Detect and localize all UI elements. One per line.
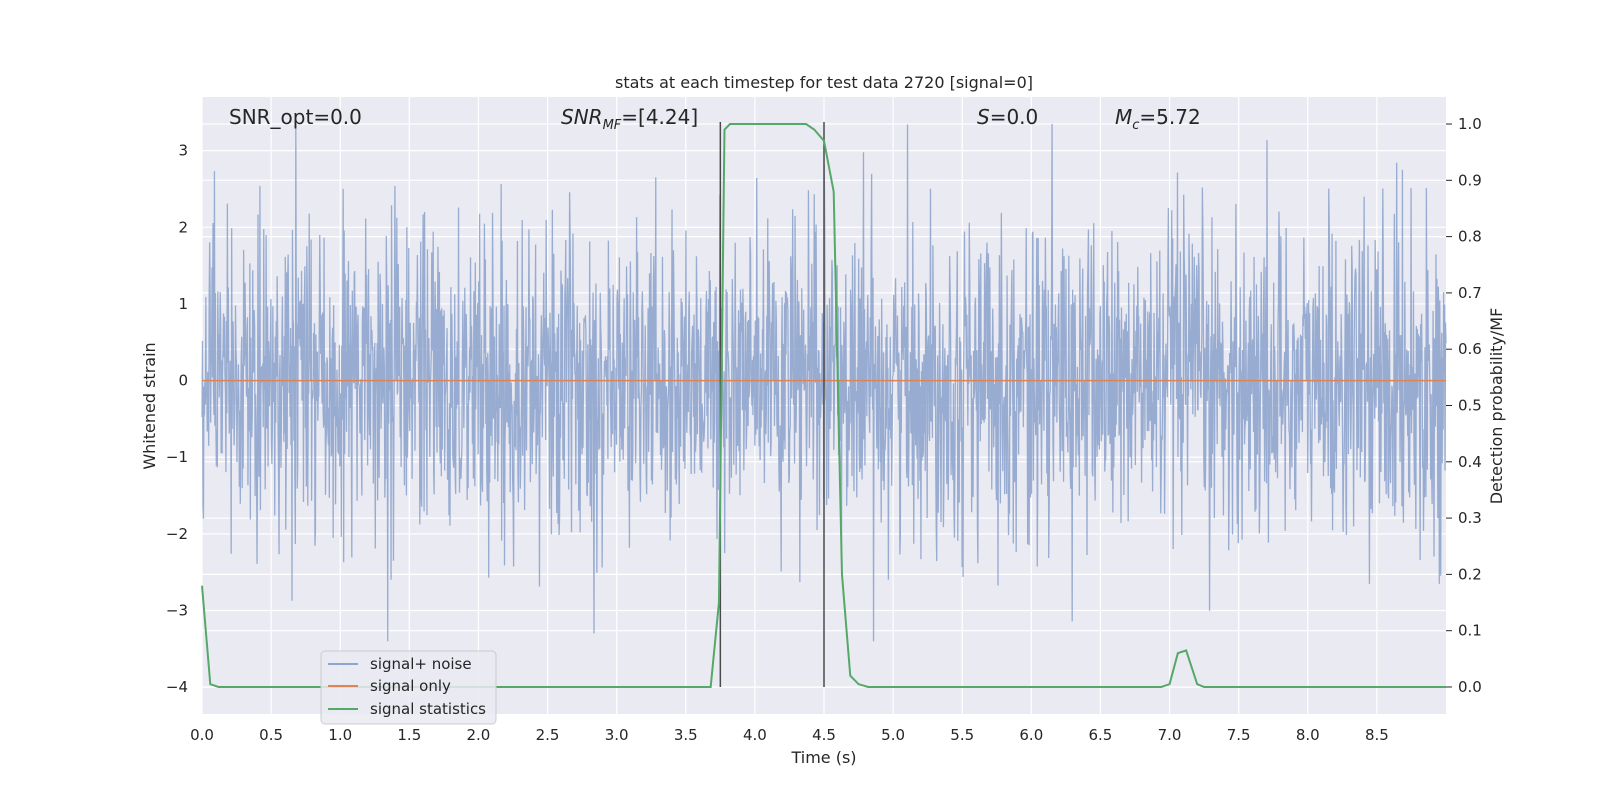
y-axis-left-ticks: 3 2 1 0 −1 −2 −3 −4 (166, 142, 188, 697)
y-axis-right-ticks: 1.0 0.9 0.8 0.7 0.6 0.5 0.4 0.3 0.2 0.1 0.0 (1446, 115, 1482, 696)
legend-label-signal-noise: signal+ noise (370, 655, 472, 673)
chart-title: stats at each timestep for test data 272… (615, 73, 1033, 92)
legend: signal+ noise signal only signal statist… (320, 650, 497, 725)
x-tick-label: 3.5 (674, 726, 698, 744)
x-tick-label: 2.5 (536, 726, 560, 744)
y-tick-label: 1 (178, 295, 188, 313)
x-tick-label: 6.0 (1019, 726, 1043, 744)
y-tick-label: −1 (166, 448, 188, 466)
x-tick-label: 2.0 (467, 726, 491, 744)
y-tick-label: 2 (178, 218, 188, 236)
annotation-s-value: =0.0 (990, 105, 1039, 129)
y-right-tick-label: 0.8 (1458, 228, 1482, 246)
x-axis-label: Time (s) (790, 748, 856, 767)
x-tick-label: 6.5 (1089, 726, 1113, 744)
x-tick-label: 1.5 (397, 726, 421, 744)
legend-label-signal-statistics: signal statistics (370, 700, 486, 718)
x-tick-label: 3.0 (605, 726, 629, 744)
y-right-tick-label: 0.5 (1458, 397, 1482, 415)
x-tick-label: 8.5 (1365, 726, 1389, 744)
y-right-tick-label: 0.3 (1458, 509, 1482, 527)
annotation-snr-mf-value: =[4.24] (621, 105, 698, 129)
annotation-snr-mf: SNRMF=[4.24] (561, 105, 698, 133)
x-tick-label: 8.0 (1296, 726, 1320, 744)
annotation-s-main: S (977, 105, 990, 129)
x-tick-label: 4.0 (743, 726, 767, 744)
annotation-s: S=0.0 (977, 105, 1038, 129)
x-axis-ticks: 0.0 0.5 1.0 1.5 2.0 2.5 3.0 3.5 4.0 4.5 5.0 5.5 6.0 6… (190, 726, 1389, 744)
legend-box (320, 650, 497, 725)
annotation-mc: Mc=5.72 (1115, 105, 1201, 133)
y-right-tick-label: 0.2 (1458, 565, 1482, 583)
annotation-snr-opt: SNR_opt=0.0 (229, 105, 362, 129)
y-right-tick-label: 0.1 (1458, 622, 1482, 640)
y-axis-right-label: Detection probability/MF (1487, 308, 1506, 505)
line-signal-statistics (201, 123, 1446, 688)
x-tick-label: 4.5 (812, 726, 836, 744)
x-tick-label: 1.0 (328, 726, 352, 744)
y-right-tick-label: 0.9 (1458, 171, 1482, 189)
x-tick-label: 5.0 (881, 726, 905, 744)
y-tick-label: −4 (166, 678, 188, 696)
x-tick-label: 0.5 (259, 726, 283, 744)
y-tick-label: 3 (178, 142, 188, 160)
y-right-tick-label: 0.0 (1458, 678, 1482, 696)
x-tick-label: 7.0 (1158, 726, 1182, 744)
x-tick-label: 7.5 (1227, 726, 1251, 744)
annotation-mc-main: M (1115, 105, 1132, 129)
y-right-tick-label: 1.0 (1458, 115, 1482, 133)
annotation-snr-mf-main: SNR (561, 105, 603, 129)
annotation-snr-mf-sub: MF (603, 118, 622, 133)
y-axis-label: Whitened strain (140, 342, 159, 469)
annotation-mc-value: =5.72 (1139, 105, 1200, 129)
x-tick-label: 5.5 (950, 726, 974, 744)
y-right-tick-label: 0.6 (1458, 340, 1482, 358)
y-tick-label: 0 (178, 372, 188, 390)
x-tick-label: 0.0 (190, 726, 214, 744)
y-tick-label: −3 (166, 602, 188, 620)
y-tick-label: −2 (166, 525, 188, 543)
y-right-tick-label: 0.7 (1458, 284, 1482, 302)
series-signal-statistics (201, 123, 1446, 688)
annotation-mc-sub: c (1132, 118, 1139, 133)
legend-label-signal-only: signal only (370, 677, 451, 695)
y-right-tick-label: 0.4 (1458, 453, 1482, 471)
